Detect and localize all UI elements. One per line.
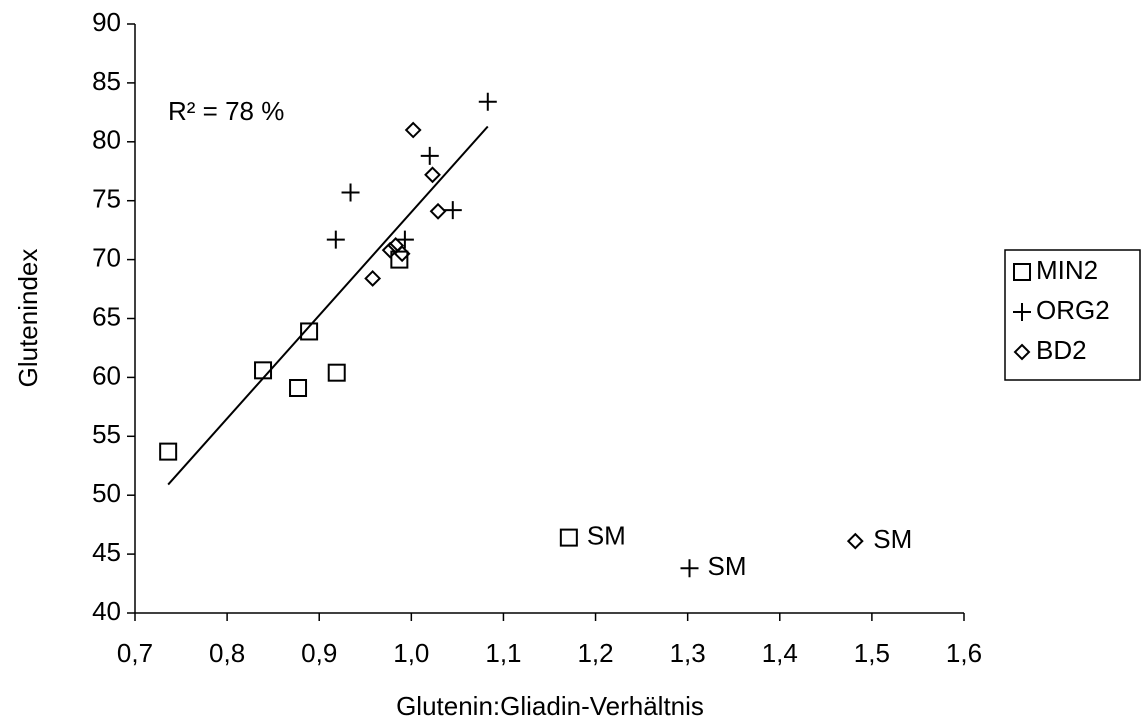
point [559,528,578,547]
legend-label: BD2 [1036,335,1087,365]
y-tick-label: 55 [92,419,121,449]
x-tick-label: 1,4 [762,638,798,668]
point [680,559,699,578]
point [341,183,360,202]
annotation: R² = 78 % [168,96,284,126]
y-tick-label: 65 [92,301,121,331]
y-tick-label: 45 [92,537,121,567]
x-tick-label: 1,5 [854,638,890,668]
point-label: SM [873,524,912,554]
legend-label: MIN2 [1036,255,1098,285]
point [364,270,382,287]
legend-marker [1013,343,1031,361]
x-tick-label: 0,9 [301,638,337,668]
point [381,241,399,259]
point [429,202,447,220]
y-axis-label: Glutenindex [13,249,43,388]
point [395,230,414,249]
y-tick-label: 80 [92,125,121,155]
y-tick-label: 85 [92,66,121,96]
x-tick-label: 1,1 [485,638,521,668]
x-tick-label: 0,7 [117,638,153,668]
point [300,322,319,341]
legend-marker [1013,303,1031,321]
point [159,442,178,461]
trendline [167,125,489,486]
x-tick-label: 1,2 [577,638,613,668]
x-tick-label: 1,6 [946,638,982,668]
y-tick-label: 75 [92,184,121,214]
point [420,146,439,165]
legend-label: ORG2 [1036,295,1110,325]
x-tick-label: 1,3 [670,638,706,668]
x-tick-label: 1,0 [393,638,429,668]
point-label: SM [708,551,747,581]
point [393,245,411,263]
y-tick-label: 40 [92,596,121,626]
x-axis-label: Glutenin:Gliadin-Verhältnis [396,691,704,721]
point [424,166,441,184]
point [390,250,409,269]
point [289,379,308,398]
point [326,230,345,249]
y-tick-label: 60 [92,360,121,390]
y-tick-label: 50 [92,478,121,508]
point [443,201,462,220]
legend-marker [1013,263,1031,281]
x-tick-label: 0,8 [209,638,245,668]
point [846,532,864,550]
legend-box [1004,249,1141,381]
y-tick-label: 90 [92,7,121,37]
point [327,363,346,382]
y-tick-label: 70 [92,242,121,272]
point [404,121,422,139]
point [478,92,497,111]
point [254,361,273,380]
point-label: SM [587,520,626,550]
